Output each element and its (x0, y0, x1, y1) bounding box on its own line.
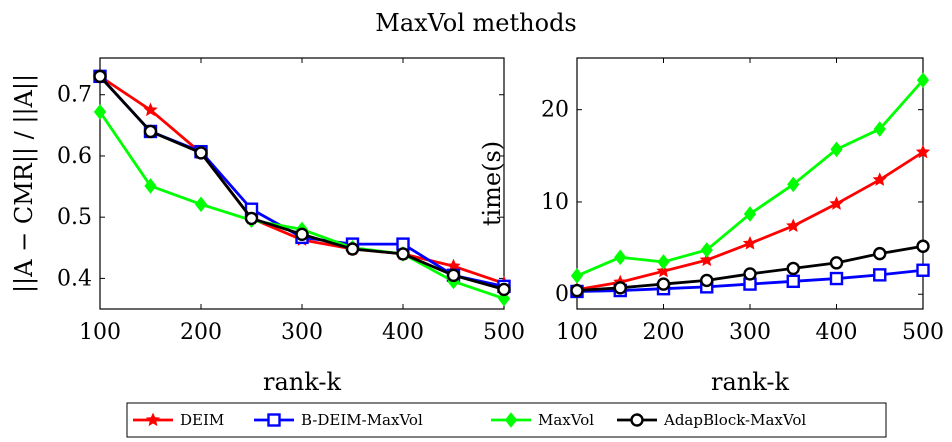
legend: DEIM B-DEIM-MaxVol MaxVol AdapBlock-MaxVol (126, 402, 887, 438)
data-point (743, 206, 757, 222)
data-point (194, 196, 208, 213)
series-line (98, 75, 505, 291)
series-adapblock-maxvol (93, 69, 511, 297)
x-tick-label: 100 (79, 320, 121, 345)
data-point (345, 242, 360, 256)
data-point (295, 227, 309, 242)
y-tick-label: 10 (541, 190, 569, 215)
data-point (787, 176, 800, 193)
data-point (143, 102, 158, 117)
series-b-deim-maxvol (93, 69, 511, 294)
data-point (614, 249, 627, 266)
legend-marker (145, 412, 161, 427)
data-point (786, 261, 800, 276)
figure-title: MaxVol methods (375, 9, 577, 37)
data-point (700, 242, 713, 258)
legend-marker (630, 413, 644, 427)
y-tick-label: 20 (541, 98, 569, 123)
data-point (829, 256, 844, 270)
x-tick-label: 500 (902, 320, 944, 345)
legend-label: DEIM (180, 411, 224, 429)
time-chart-panel: 100 200 300 400 500 0 10 20 rank-k time(s) (478, 57, 944, 396)
y-tick-label: 0.5 (57, 205, 92, 230)
data-point (657, 254, 670, 270)
x-tick-label: 500 (483, 320, 525, 345)
data-point (786, 218, 801, 233)
data-point (830, 141, 843, 158)
legend-entry: B-DEIM-MaxVol (254, 411, 423, 429)
x-tick-label: 100 (556, 320, 598, 345)
data-point (916, 72, 930, 88)
x-tick-label: 200 (643, 320, 685, 345)
series-line (98, 75, 505, 288)
data-point (829, 271, 844, 286)
data-point (497, 282, 511, 297)
legend-label: AdapBlock-MaxVol (663, 411, 806, 429)
x-tick-label: 300 (281, 320, 323, 345)
legend-entry: AdapBlock-MaxVol (617, 411, 806, 429)
data-point (916, 263, 930, 277)
data-point (786, 274, 800, 289)
legend-entry: DEIM (133, 411, 224, 429)
x-axis-label: rank-k (263, 368, 341, 396)
series-adapblock-maxvol (570, 239, 930, 298)
data-point (700, 273, 714, 288)
legend-entry: MaxVol (491, 411, 594, 429)
data-point (143, 124, 158, 139)
x-tick-label: 400 (816, 320, 858, 345)
data-point (396, 247, 410, 261)
data-point (699, 252, 714, 267)
legend-label: B-DEIM-MaxVol (301, 411, 423, 429)
data-point (743, 267, 757, 281)
series-deim (92, 68, 512, 290)
data-point (742, 235, 758, 250)
data-point (873, 121, 886, 137)
y-tick-label: 0 (555, 282, 569, 307)
data-point (194, 146, 208, 160)
y-axis-label: ||A − CMR|| / ||A|| (10, 74, 39, 293)
data-point (244, 211, 259, 226)
legend-marker (267, 413, 281, 427)
data-point (873, 268, 887, 282)
series-line (99, 75, 505, 285)
data-point (93, 104, 107, 120)
data-point (656, 277, 671, 291)
data-point (656, 263, 671, 278)
legend-marker (504, 412, 518, 428)
data-point (829, 196, 844, 210)
x-tick-label: 400 (382, 320, 424, 345)
data-point (144, 178, 157, 194)
data-point (570, 267, 584, 284)
y-tick-label: 0.6 (57, 144, 92, 169)
y-tick-label: 0.4 (57, 266, 92, 291)
data-point (93, 69, 107, 84)
legend-label: MaxVol (538, 411, 594, 429)
data-point (446, 268, 461, 283)
x-tick-label: 300 (729, 320, 771, 345)
x-axis-label: rank-k (711, 368, 789, 396)
error-chart-panel: 100 200 300 400 500 0.4 0.5 0.6 0.7 rank-k ||A − C… (10, 57, 525, 396)
data-point (570, 283, 584, 298)
x-tick-label: 200 (180, 320, 222, 345)
data-point (613, 281, 627, 295)
data-point (915, 144, 931, 159)
y-axis-label: time(s) (478, 141, 506, 226)
data-point (872, 172, 887, 186)
data-point (916, 239, 930, 253)
series-maxvol (570, 72, 930, 284)
y-tick-label: 0.7 (57, 83, 92, 108)
data-point (873, 246, 887, 261)
